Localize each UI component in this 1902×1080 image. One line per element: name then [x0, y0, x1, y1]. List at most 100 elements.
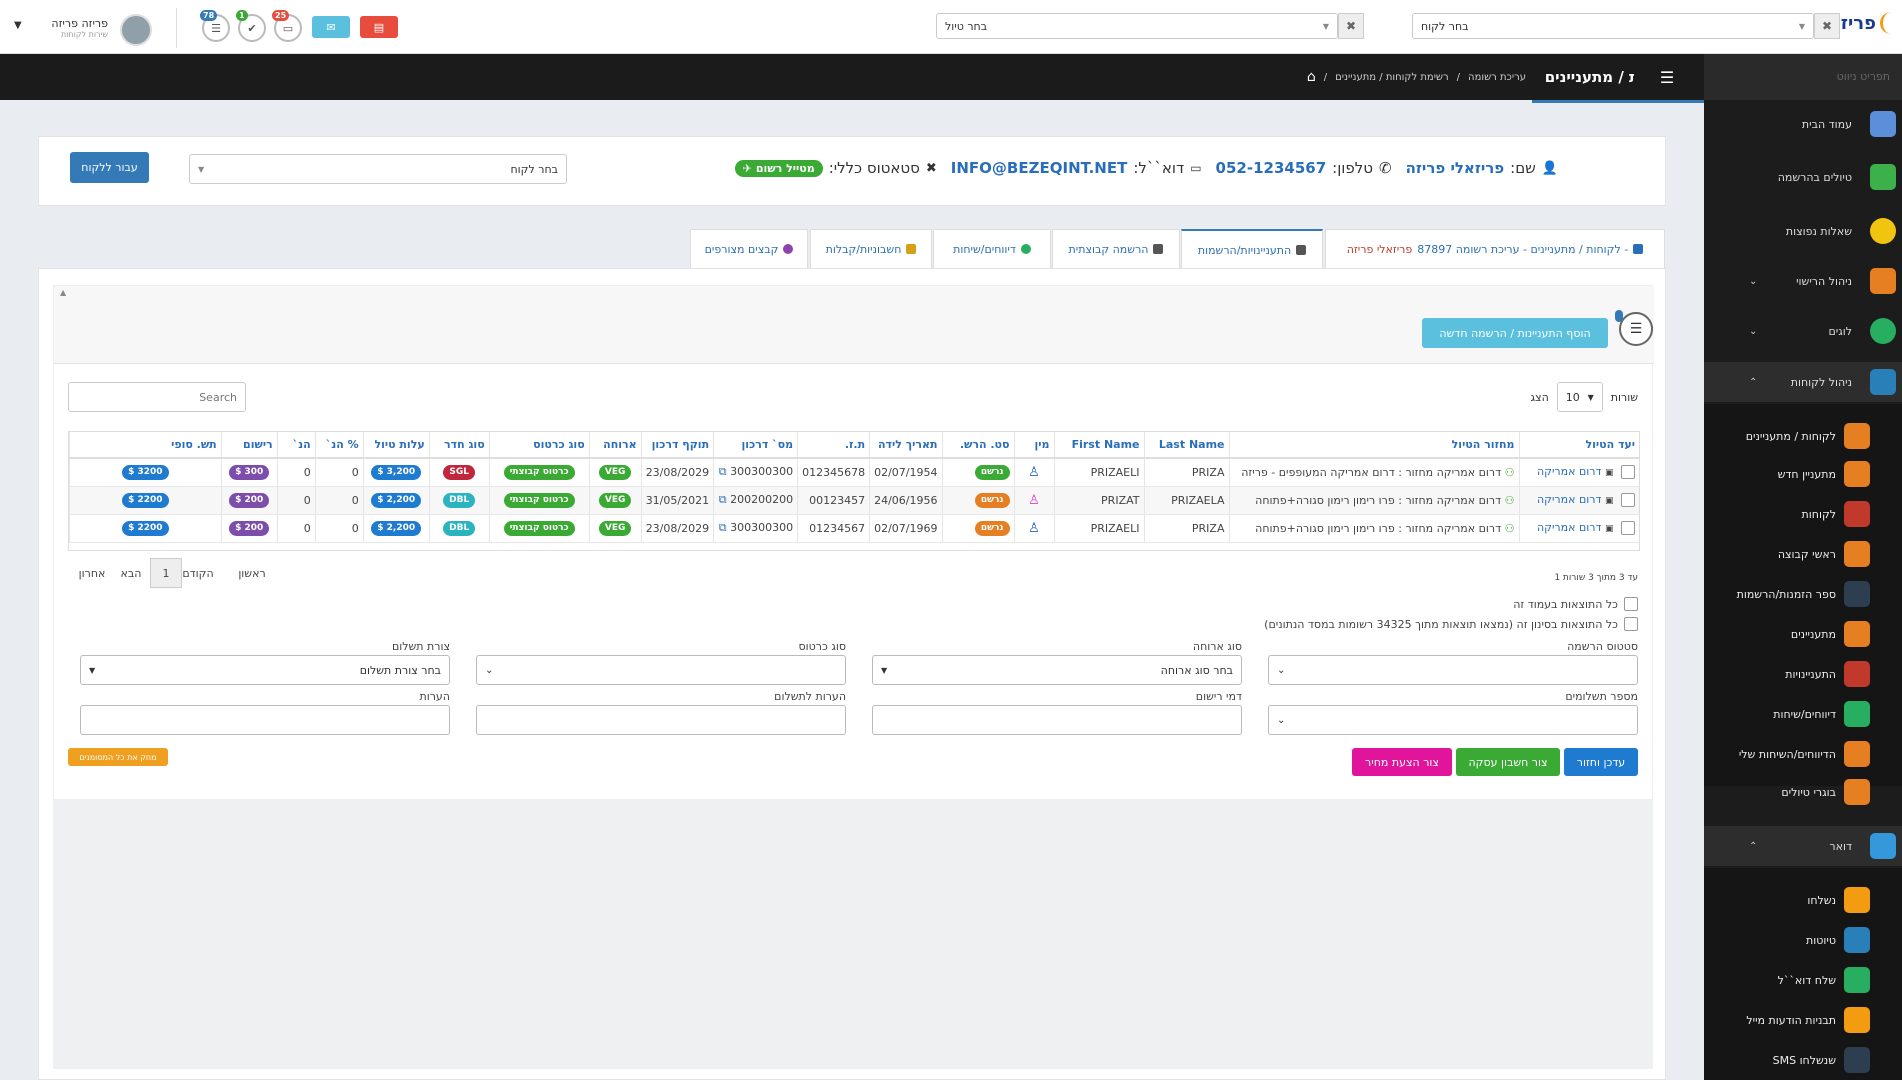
clear-client-button[interactable]: ✖	[1814, 13, 1840, 39]
sidebar-sub-reports[interactable]: דיווחים/שיחות	[1704, 694, 1902, 734]
tasks-button[interactable]: ▤	[360, 16, 398, 38]
completed-tasks-button[interactable]: ✔ 1	[236, 10, 266, 42]
pager-current[interactable]: 1	[150, 558, 182, 588]
row-checkbox[interactable]	[1621, 521, 1635, 535]
payment-select[interactable]: ▼ בחר צורת תשלום	[80, 655, 450, 685]
copy-icon[interactable]: ⧉	[718, 521, 727, 534]
list-icon[interactable]: ☰	[1619, 312, 1653, 346]
dest-link[interactable]: דרום אמריקה	[1536, 493, 1602, 506]
sidebar-sub-new-lead[interactable]: מתעניין חדש	[1704, 454, 1902, 494]
pager-last[interactable]: אחרון	[78, 566, 106, 580]
notifications-button[interactable]: ▭ 25	[272, 10, 302, 42]
create-invoice-button[interactable]: צור חשבון עסקה	[1456, 748, 1560, 776]
col-header[interactable]: First Name	[1053, 432, 1144, 459]
ticket-select[interactable]: ⌄	[476, 655, 846, 685]
col-header[interactable]: מס` דרכון	[713, 432, 798, 459]
clear-trip-button[interactable]: ✖	[1338, 13, 1364, 39]
sidebar-sub-my-reports[interactable]: הדיווחים/השיחות שלי	[1704, 734, 1902, 774]
reg-fee-input[interactable]	[872, 705, 1242, 735]
sidebar-sub-interests[interactable]: התעניינויות	[1704, 654, 1902, 694]
sidebar-sub-alumni[interactable]: בוגרי טיולים	[1704, 772, 1902, 812]
sidebar-sub-sms[interactable]: SMS שנשלחו	[1704, 1040, 1902, 1080]
col-header[interactable]: Last Name	[1143, 432, 1229, 459]
sidebar-item-licensing[interactable]: ניהול הרישוי ⌄	[1704, 261, 1902, 301]
sidebar-sub-sent[interactable]: נשלחו	[1704, 880, 1902, 920]
table-row[interactable]: ▣ דרום אמריקה ⚇ דרום אמריקה מחזור : פרו ר…	[69, 514, 1639, 543]
col-header[interactable]: סוג חדר	[428, 432, 490, 459]
check-page-checkbox[interactable]	[1624, 597, 1638, 611]
chevron-down-icon[interactable]: ▼	[14, 20, 22, 31]
meal-select[interactable]: ▼ בחר סוג ארוחה	[872, 655, 1242, 685]
page-size-select[interactable]: 10 ▼	[1556, 382, 1603, 412]
sidebar-sub-send-mail[interactable]: שלח דוא``ל	[1704, 960, 1902, 1000]
client-email[interactable]: INFO@BEZEQINT.NET	[950, 159, 1128, 177]
tab-attachments[interactable]: קבצים מצורפים	[690, 229, 808, 268]
dest-link[interactable]: דרום אמריקה	[1536, 465, 1602, 479]
home-icon[interactable]: ⌂	[1306, 69, 1316, 85]
sidebar-sub-clients-leads[interactable]: לקוחות / מתעניינים	[1704, 416, 1902, 456]
breadcrumb-link[interactable]: רשימת לקוחות / מתעניינים	[1335, 71, 1449, 83]
tab-edit-record[interactable]: פריזאלי פריזה לקוחות / מתעניינים - עריכת…	[1325, 229, 1665, 268]
client-phone[interactable]: 052-1234567	[1215, 159, 1327, 177]
copy-icon[interactable]: ⧉	[718, 493, 727, 506]
col-header[interactable]: סט. הרש.	[941, 432, 1014, 459]
goto-client-select[interactable]: ▼ בחר לקוח	[189, 154, 567, 184]
col-header[interactable]: מין	[1013, 432, 1054, 459]
copy-icon[interactable]: ⧉	[718, 465, 727, 479]
col-header[interactable]: תאריך לידה	[869, 432, 942, 459]
trip-select[interactable]: בחר טיול ▼	[936, 13, 1338, 39]
delete-selected-button[interactable]: מחק את כל המסומנים	[68, 748, 168, 766]
table-row[interactable]: ▣ דרום אמריקה ⚇ דרום אמריקה מחזור : דרום …	[69, 458, 1639, 487]
col-header[interactable]: סוג כרטוס	[488, 432, 590, 459]
col-header[interactable]: % הנ`	[314, 432, 364, 459]
reg-status-select[interactable]: ⌄	[1268, 655, 1638, 685]
sidebar-sub-orders-book[interactable]: ספר הזמנות/הרשמות	[1704, 574, 1902, 614]
pager-prev[interactable]: הקודם	[182, 566, 214, 580]
sidebar-sub-templates[interactable]: תבניות הודעות מייל	[1704, 1000, 1902, 1040]
sidebar-item-mail[interactable]: דואר ⌃	[1704, 826, 1902, 866]
sidebar-item-faq[interactable]: שאלות נפוצות	[1704, 211, 1902, 251]
messages-button[interactable]: ✉	[312, 16, 350, 38]
installments-select[interactable]: ⌄	[1268, 705, 1638, 735]
col-header[interactable]: מחזור הטיול	[1228, 432, 1519, 459]
col-header[interactable]: תש. סופי	[69, 432, 222, 459]
sidebar-item-trips[interactable]: טיולים בהרשמה	[1704, 157, 1902, 197]
col-header[interactable]: רישום	[220, 432, 278, 459]
payment-notes-input[interactable]	[476, 705, 846, 735]
sidebar-sub-leads[interactable]: מתעניינים	[1704, 614, 1902, 654]
row-checkbox[interactable]	[1621, 465, 1635, 480]
table-row[interactable]: ▣ דרום אמריקה ⚇ דרום אמריקה מחזור : פרו ר…	[69, 486, 1639, 515]
add-interest-button[interactable]: הוסף התעניינות / הרשמה חדשה	[1422, 318, 1608, 348]
sidebar-item-clients[interactable]: ניהול לקוחות ⌃	[1704, 362, 1902, 402]
client-select[interactable]: בחר לקוח ▼	[1412, 13, 1814, 39]
goto-client-button[interactable]: עבור ללקוח	[70, 152, 149, 183]
create-quote-button[interactable]: צור הצעת מחיר	[1352, 748, 1452, 776]
tab-interests[interactable]: התעניינויות/הרשמות	[1181, 229, 1323, 269]
menu-toggle-icon[interactable]: ☰	[1634, 54, 1700, 100]
logo[interactable]: פריזה	[1828, 12, 1892, 34]
sidebar-sub-drafts[interactable]: טיוטות	[1704, 920, 1902, 960]
col-header[interactable]: תוקף דרכון	[640, 432, 714, 459]
reports-button[interactable]: ☰ 78	[200, 10, 230, 42]
col-header[interactable]: עלות טיול	[362, 432, 430, 459]
dest-link[interactable]: דרום אמריקה	[1536, 521, 1602, 534]
sidebar-sub-clients[interactable]: לקוחות	[1704, 494, 1902, 534]
tab-group-registration[interactable]: הרשמה קבוצתית	[1052, 229, 1180, 268]
tab-invoices[interactable]: חשבוניות/קבלות	[810, 229, 932, 268]
user-info[interactable]: פריזה פריזה שירות לקוחות	[51, 17, 108, 39]
col-header[interactable]: יעד הטיול	[1518, 432, 1639, 459]
pager-first[interactable]: ראשון	[238, 566, 266, 580]
col-header[interactable]: ת.ז.	[797, 432, 870, 459]
search-input[interactable]	[68, 382, 246, 412]
col-header[interactable]: ארוחה	[588, 432, 642, 459]
col-header[interactable]: הנ`	[276, 432, 316, 459]
sidebar-sub-group-leaders[interactable]: ראשי קבוצה	[1704, 534, 1902, 574]
check-all-checkbox[interactable]	[1624, 617, 1638, 631]
row-checkbox[interactable]	[1621, 493, 1635, 507]
update-button[interactable]: עדכן וחזור	[1564, 748, 1638, 776]
collapse-icon[interactable]: ▲	[60, 288, 67, 297]
sidebar-item-home[interactable]: עמוד הבית	[1704, 104, 1902, 144]
pager-next[interactable]: הבא	[120, 566, 142, 580]
sidebar-item-logs[interactable]: לוגים ⌄	[1704, 311, 1902, 351]
notes-input[interactable]	[80, 705, 450, 735]
